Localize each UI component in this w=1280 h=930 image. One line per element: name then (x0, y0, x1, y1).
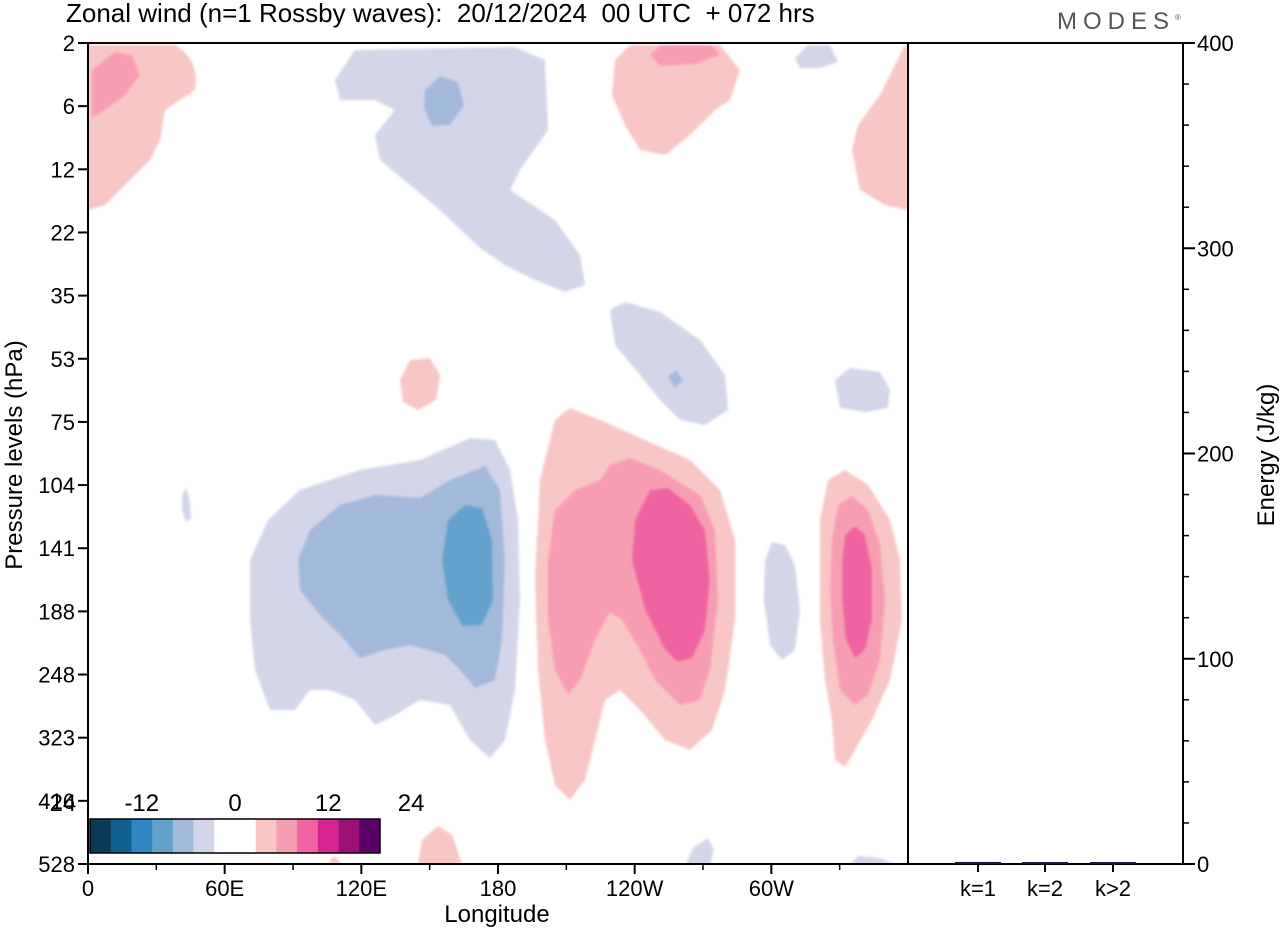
x-tick-label: 60E (205, 876, 244, 901)
y-tick-label: 2 (63, 31, 75, 56)
y-tick-label: 22 (51, 220, 75, 245)
contour-positive-upper-middle-core (650, 45, 720, 66)
energy-bar (955, 861, 1001, 864)
colorbar: -24 -12 0 12 24 (42, 790, 425, 854)
colorbar-swatch (152, 819, 174, 853)
energy-category-label: k=2 (1027, 876, 1063, 901)
contour-negative-bottom-right (850, 856, 895, 864)
zonal-wind-contour-field (88, 45, 908, 864)
contour-positive-right-edge (852, 45, 908, 210)
energy-tick-label: 0 (1197, 852, 1209, 877)
contour-positive-lower-core (632, 488, 710, 662)
y-tick-label: 104 (38, 473, 75, 498)
y-tick-label: 323 (38, 726, 75, 751)
energy-tick-label: 200 (1197, 442, 1234, 467)
colorbar-swatch (276, 819, 298, 853)
colorbar-swatch (359, 819, 381, 853)
colorbar-swatch (90, 819, 112, 853)
x-axis-title: Longitude (444, 901, 549, 928)
y-tick-label: 188 (38, 599, 75, 624)
x-tick-label: 120E (336, 876, 387, 901)
energy-bar (1022, 862, 1068, 864)
colorbar-swatch (255, 819, 277, 853)
energy-axis-title: Energy (J/kg) (1253, 384, 1280, 527)
y-tick-label: 53 (51, 347, 75, 372)
colorbar-swatch (172, 819, 195, 853)
colorbar-frame (89, 818, 381, 854)
y-tick-label: 248 (38, 663, 75, 688)
contour-negative-right-small (835, 368, 890, 412)
colorbar-swatch (214, 819, 236, 853)
colorbar-tick-label: 12 (315, 790, 342, 817)
y-tick-label: 6 (63, 94, 75, 119)
energy-tick-label: 100 (1197, 647, 1234, 672)
colorbar-swatch (131, 819, 153, 853)
contour-positive-upper-left-core (92, 52, 140, 118)
energy-plot-frame (907, 42, 1184, 865)
y-tick-label: 416 (38, 789, 75, 814)
energy-bar (1090, 862, 1136, 864)
chart-title: Zonal wind (n=1 Rossby waves): 20/12/202… (66, 0, 815, 28)
y-tick-label: 75 (51, 410, 75, 435)
x-tick-label: 120W (606, 876, 664, 901)
y-tick-label: 528 (38, 852, 75, 877)
contour-negative-right-lower (764, 542, 800, 660)
energy-tick-label: 400 (1197, 31, 1234, 56)
energy-category-label: k=1 (960, 876, 996, 901)
y-tick-label: 35 (51, 284, 75, 309)
contour-negative-tiny-left (182, 488, 191, 522)
pressure-axis: 2 6 12 22 35 53 75 104 141 188 248 323 416 528 (38, 31, 88, 877)
contour-negative-bottom-middle (686, 838, 714, 864)
contour-positive-bottom-left (418, 826, 462, 864)
contour-positive-upper-middle (612, 45, 740, 155)
colorbar-swatch (297, 819, 319, 853)
contour-negative-middle-core (668, 370, 683, 388)
y-axis-title: Pressure levels (hPa) (1, 340, 28, 569)
energy-bars: k=1 k=2 k>2 (955, 861, 1136, 901)
contour-positive-bottom-tiny (328, 856, 342, 864)
colorbar-swatch (193, 819, 215, 853)
y-tick-label: 12 (51, 157, 75, 182)
longitude-axis: 0 60E 120E 180 120W 60W (82, 864, 841, 901)
contour-negative-top-small (795, 45, 838, 68)
colorbar-swatch (317, 819, 340, 853)
contour-negative-upper-band (335, 47, 585, 292)
colorbar-tick-label: -12 (124, 790, 159, 817)
contour-positive-small-left (400, 358, 440, 410)
brand-logo: MODES® (1057, 8, 1181, 35)
energy-category-label: k>2 (1095, 876, 1131, 901)
colorbar-swatch (235, 819, 257, 853)
x-tick-label: 60W (749, 876, 794, 901)
contour-negative-upper-core (424, 76, 464, 126)
energy-axis: 0 100 200 300 400 (1183, 31, 1234, 877)
colorbar-swatch (110, 819, 132, 853)
colorbar-tick-label: -24 (42, 790, 77, 817)
colorbar-tick-label: 24 (398, 790, 425, 817)
colorbar-tick-label: 0 (228, 790, 241, 817)
x-tick-label: 180 (480, 876, 517, 901)
contour-positive-right-core (842, 526, 872, 658)
contour-negative-middle (610, 302, 728, 425)
contour-negative-lower-core (442, 505, 493, 626)
x-tick-label: 0 (82, 876, 94, 901)
energy-tick-label: 300 (1197, 236, 1234, 261)
y-tick-label: 141 (38, 536, 75, 561)
colorbar-swatch (338, 819, 360, 853)
